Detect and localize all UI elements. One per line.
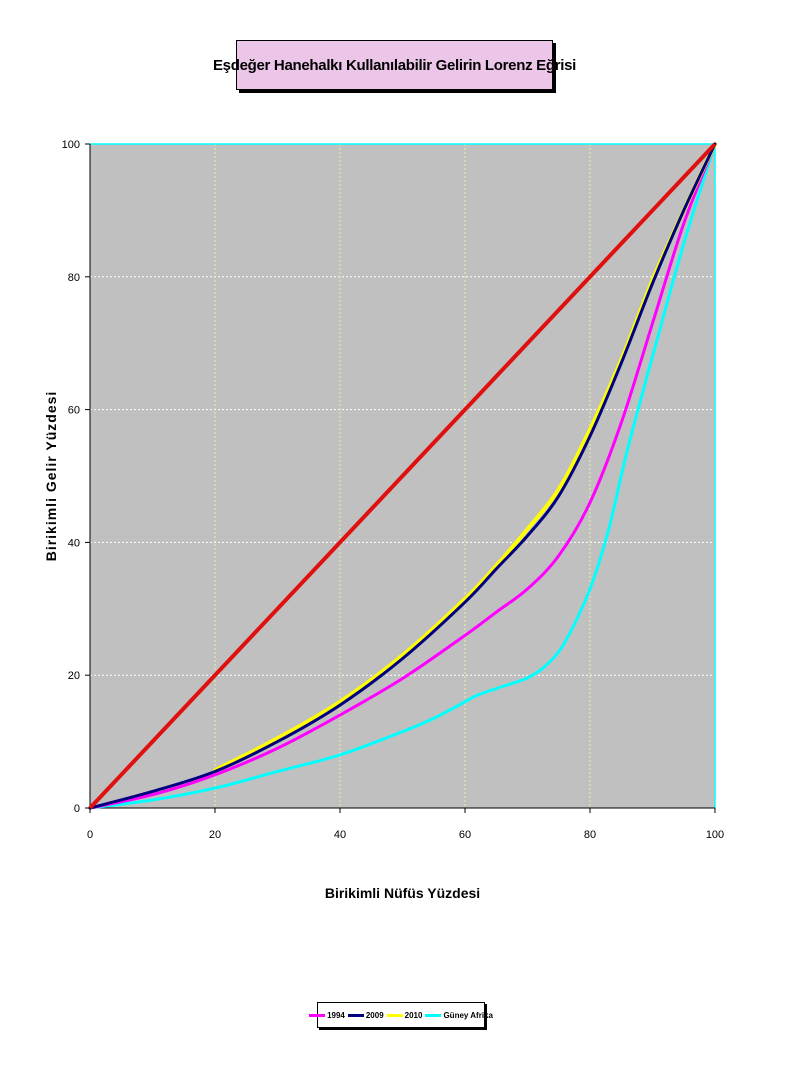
legend-swatch: [425, 1013, 442, 1017]
legend-label: 1994: [327, 1010, 345, 1020]
y-tick-label: 60: [68, 405, 80, 417]
legend-item: Güney Afrika: [425, 1011, 493, 1020]
series-line-2009: [88, 142, 717, 810]
x-axis-title: Birikimli Nüfüs Yüzdesi: [325, 885, 480, 901]
legend: 1994 2009 2010 Güney Afrika: [309, 1002, 493, 1028]
legend-label: 2010: [404, 1010, 423, 1020]
legend-label: 2009: [365, 1010, 384, 1020]
chart-title-box: Eşdeğer Hanehalkı Kullanılabilir Gelirin…: [213, 40, 576, 90]
grid-lines: [90, 144, 715, 808]
series-lines: [88, 142, 717, 810]
x-tick-label: 40: [334, 829, 346, 841]
tick-labels: 0 20 40 60 80 100 0 20 40 60 80 100: [62, 139, 725, 841]
x-tick-label: 60: [459, 829, 471, 841]
chart-title: Eşdeğer Hanehalkı Kullanılabilir Gelirin…: [212, 56, 577, 74]
legend-item: 2010: [386, 1010, 423, 1020]
x-tick-label: 100: [706, 829, 724, 841]
y-tick-label: 80: [68, 272, 80, 284]
series-line-g-ney-afrika: [88, 142, 717, 810]
legend-label: Güney Afrika: [443, 1010, 493, 1020]
y-tick-label: 20: [68, 670, 80, 682]
y-tick-label: 100: [62, 139, 80, 151]
x-tick-label: 0: [87, 829, 93, 841]
y-tick-label: 0: [74, 803, 80, 815]
legend-item: 1994: [309, 1011, 345, 1020]
equality-line: [88, 142, 717, 810]
x-tick-label: 80: [584, 829, 596, 841]
legend-swatch: [347, 1013, 364, 1017]
legend-item: 2009: [347, 1010, 384, 1020]
y-axis-title: Birikimli Gelir Yüzdesi: [43, 391, 59, 562]
legend-swatch: [309, 1013, 326, 1017]
axes: [89, 143, 716, 809]
x-tick-label: 20: [209, 829, 221, 841]
legend-swatch: [386, 1013, 403, 1017]
y-tick-label: 40: [68, 537, 80, 549]
series-line-1994: [88, 142, 717, 810]
